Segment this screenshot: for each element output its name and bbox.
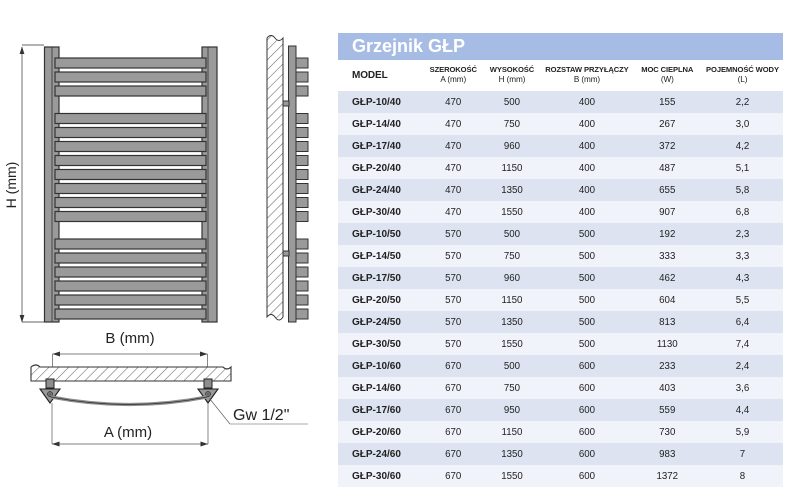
svg-text:B (mm): B (mm) bbox=[105, 330, 154, 347]
svg-text:H (mm): H (mm) bbox=[3, 162, 19, 209]
svg-text:Gw 1/2": Gw 1/2" bbox=[233, 407, 289, 424]
svg-text:A (mm): A (mm) bbox=[104, 424, 152, 441]
